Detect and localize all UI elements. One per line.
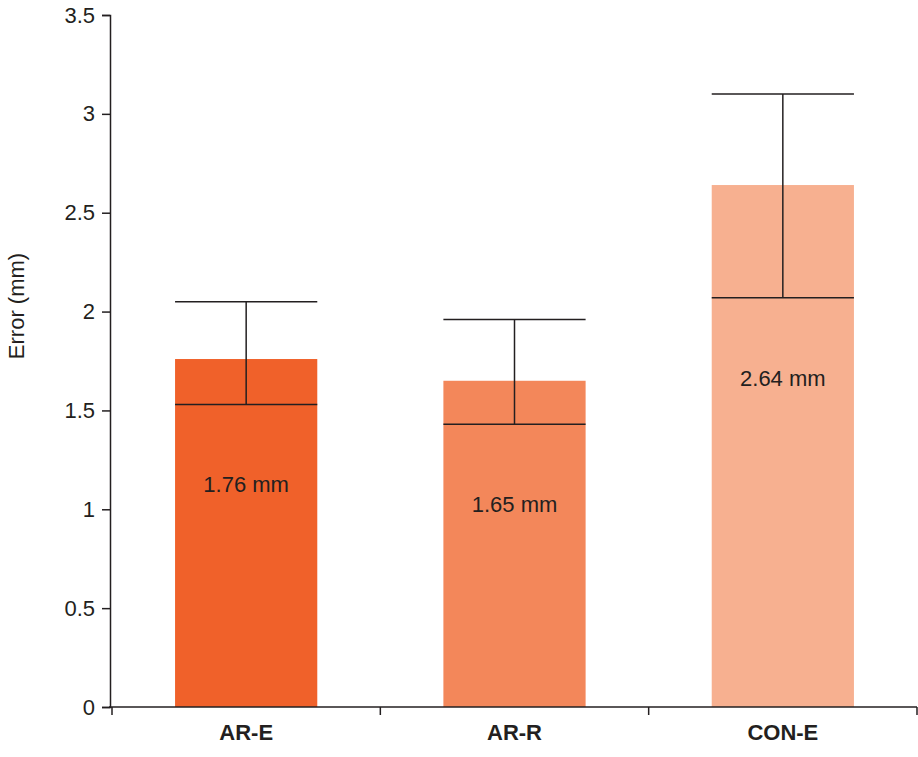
y-tick-mark xyxy=(102,311,110,313)
y-tick-label: 3.5 xyxy=(64,3,95,28)
bar xyxy=(175,359,317,707)
x-boundaries xyxy=(112,707,917,715)
error-stem xyxy=(514,319,516,424)
data-labels: 1.76 mm 1.65 mm 2.64 mm xyxy=(203,366,825,518)
x-tick: CON-E xyxy=(747,707,818,745)
error-cap-low xyxy=(175,404,317,406)
x-boundary-tick xyxy=(648,707,650,715)
y-tick-mark xyxy=(102,114,110,116)
error-cap-low xyxy=(712,297,854,299)
error-cap-low xyxy=(443,424,585,426)
y-tick-label: 0 xyxy=(83,695,95,720)
y-tick-label: 2.5 xyxy=(64,200,95,225)
y-tick: 2.5 xyxy=(64,200,110,225)
error-cap-high xyxy=(443,319,585,321)
x-tick: AR-R xyxy=(487,707,542,745)
x-boundary-tick xyxy=(380,707,382,715)
y-tick-mark xyxy=(102,509,110,511)
y-tick-label: 2 xyxy=(83,299,95,324)
y-tick-label: 3 xyxy=(83,101,95,126)
y-tick: 1.5 xyxy=(64,398,110,423)
x-boundary-tick xyxy=(916,707,918,715)
x-tick: AR-E xyxy=(219,707,273,745)
error-cap-high xyxy=(175,301,317,303)
y-tick: 2 xyxy=(83,299,110,324)
y-tick-label: 0.5 xyxy=(64,596,95,621)
y-tick: 3.5 xyxy=(64,3,110,28)
y-tick: 0.5 xyxy=(64,596,110,621)
y-tick: 3 xyxy=(83,101,110,126)
error-stem xyxy=(245,302,247,405)
y-axis-title: Error (mm) xyxy=(4,253,29,359)
x-tick-label: AR-R xyxy=(487,720,542,745)
y-tick-mark xyxy=(102,707,110,709)
y-tick-label: 1.5 xyxy=(64,398,95,423)
y-tick-mark xyxy=(102,608,110,610)
x-tick-label: CON-E xyxy=(747,720,818,745)
error-bar xyxy=(175,302,317,405)
error-cap-high xyxy=(712,93,854,95)
data-label: 1.65 mm xyxy=(472,492,558,517)
y-axis: 0 0.5 1 1.5 2 2.5 3 3.5 xyxy=(64,3,110,720)
x-boundary-tick xyxy=(111,707,113,715)
chart: 1.76 mm 1.65 mm 2.64 mm 0 0.5 1 1.5 2 2.5 3 3.5 AR-… xyxy=(0,0,918,757)
x-axis-line xyxy=(109,706,917,708)
y-tick-label: 1 xyxy=(83,497,95,522)
plot: 1.76 mm 1.65 mm 2.64 mm 0 0.5 1 1.5 2 2.5 3 3.5 AR-… xyxy=(64,3,917,745)
y-tick: 1 xyxy=(83,497,110,522)
y-tick-mark xyxy=(102,212,110,214)
y-tick: 0 xyxy=(83,695,110,720)
data-label: 1.76 mm xyxy=(203,472,289,497)
x-axis: AR-E AR-R CON-E xyxy=(109,707,917,745)
y-tick-mark xyxy=(102,15,110,17)
error-bar xyxy=(712,94,854,298)
error-bar xyxy=(443,319,585,424)
data-label: 2.64 mm xyxy=(740,366,826,391)
error-stem xyxy=(782,94,784,298)
y-tick-mark xyxy=(102,410,110,412)
bar xyxy=(443,381,585,707)
y-axis-line xyxy=(102,16,111,708)
x-tick-label: AR-E xyxy=(219,720,273,745)
marks xyxy=(175,94,854,707)
